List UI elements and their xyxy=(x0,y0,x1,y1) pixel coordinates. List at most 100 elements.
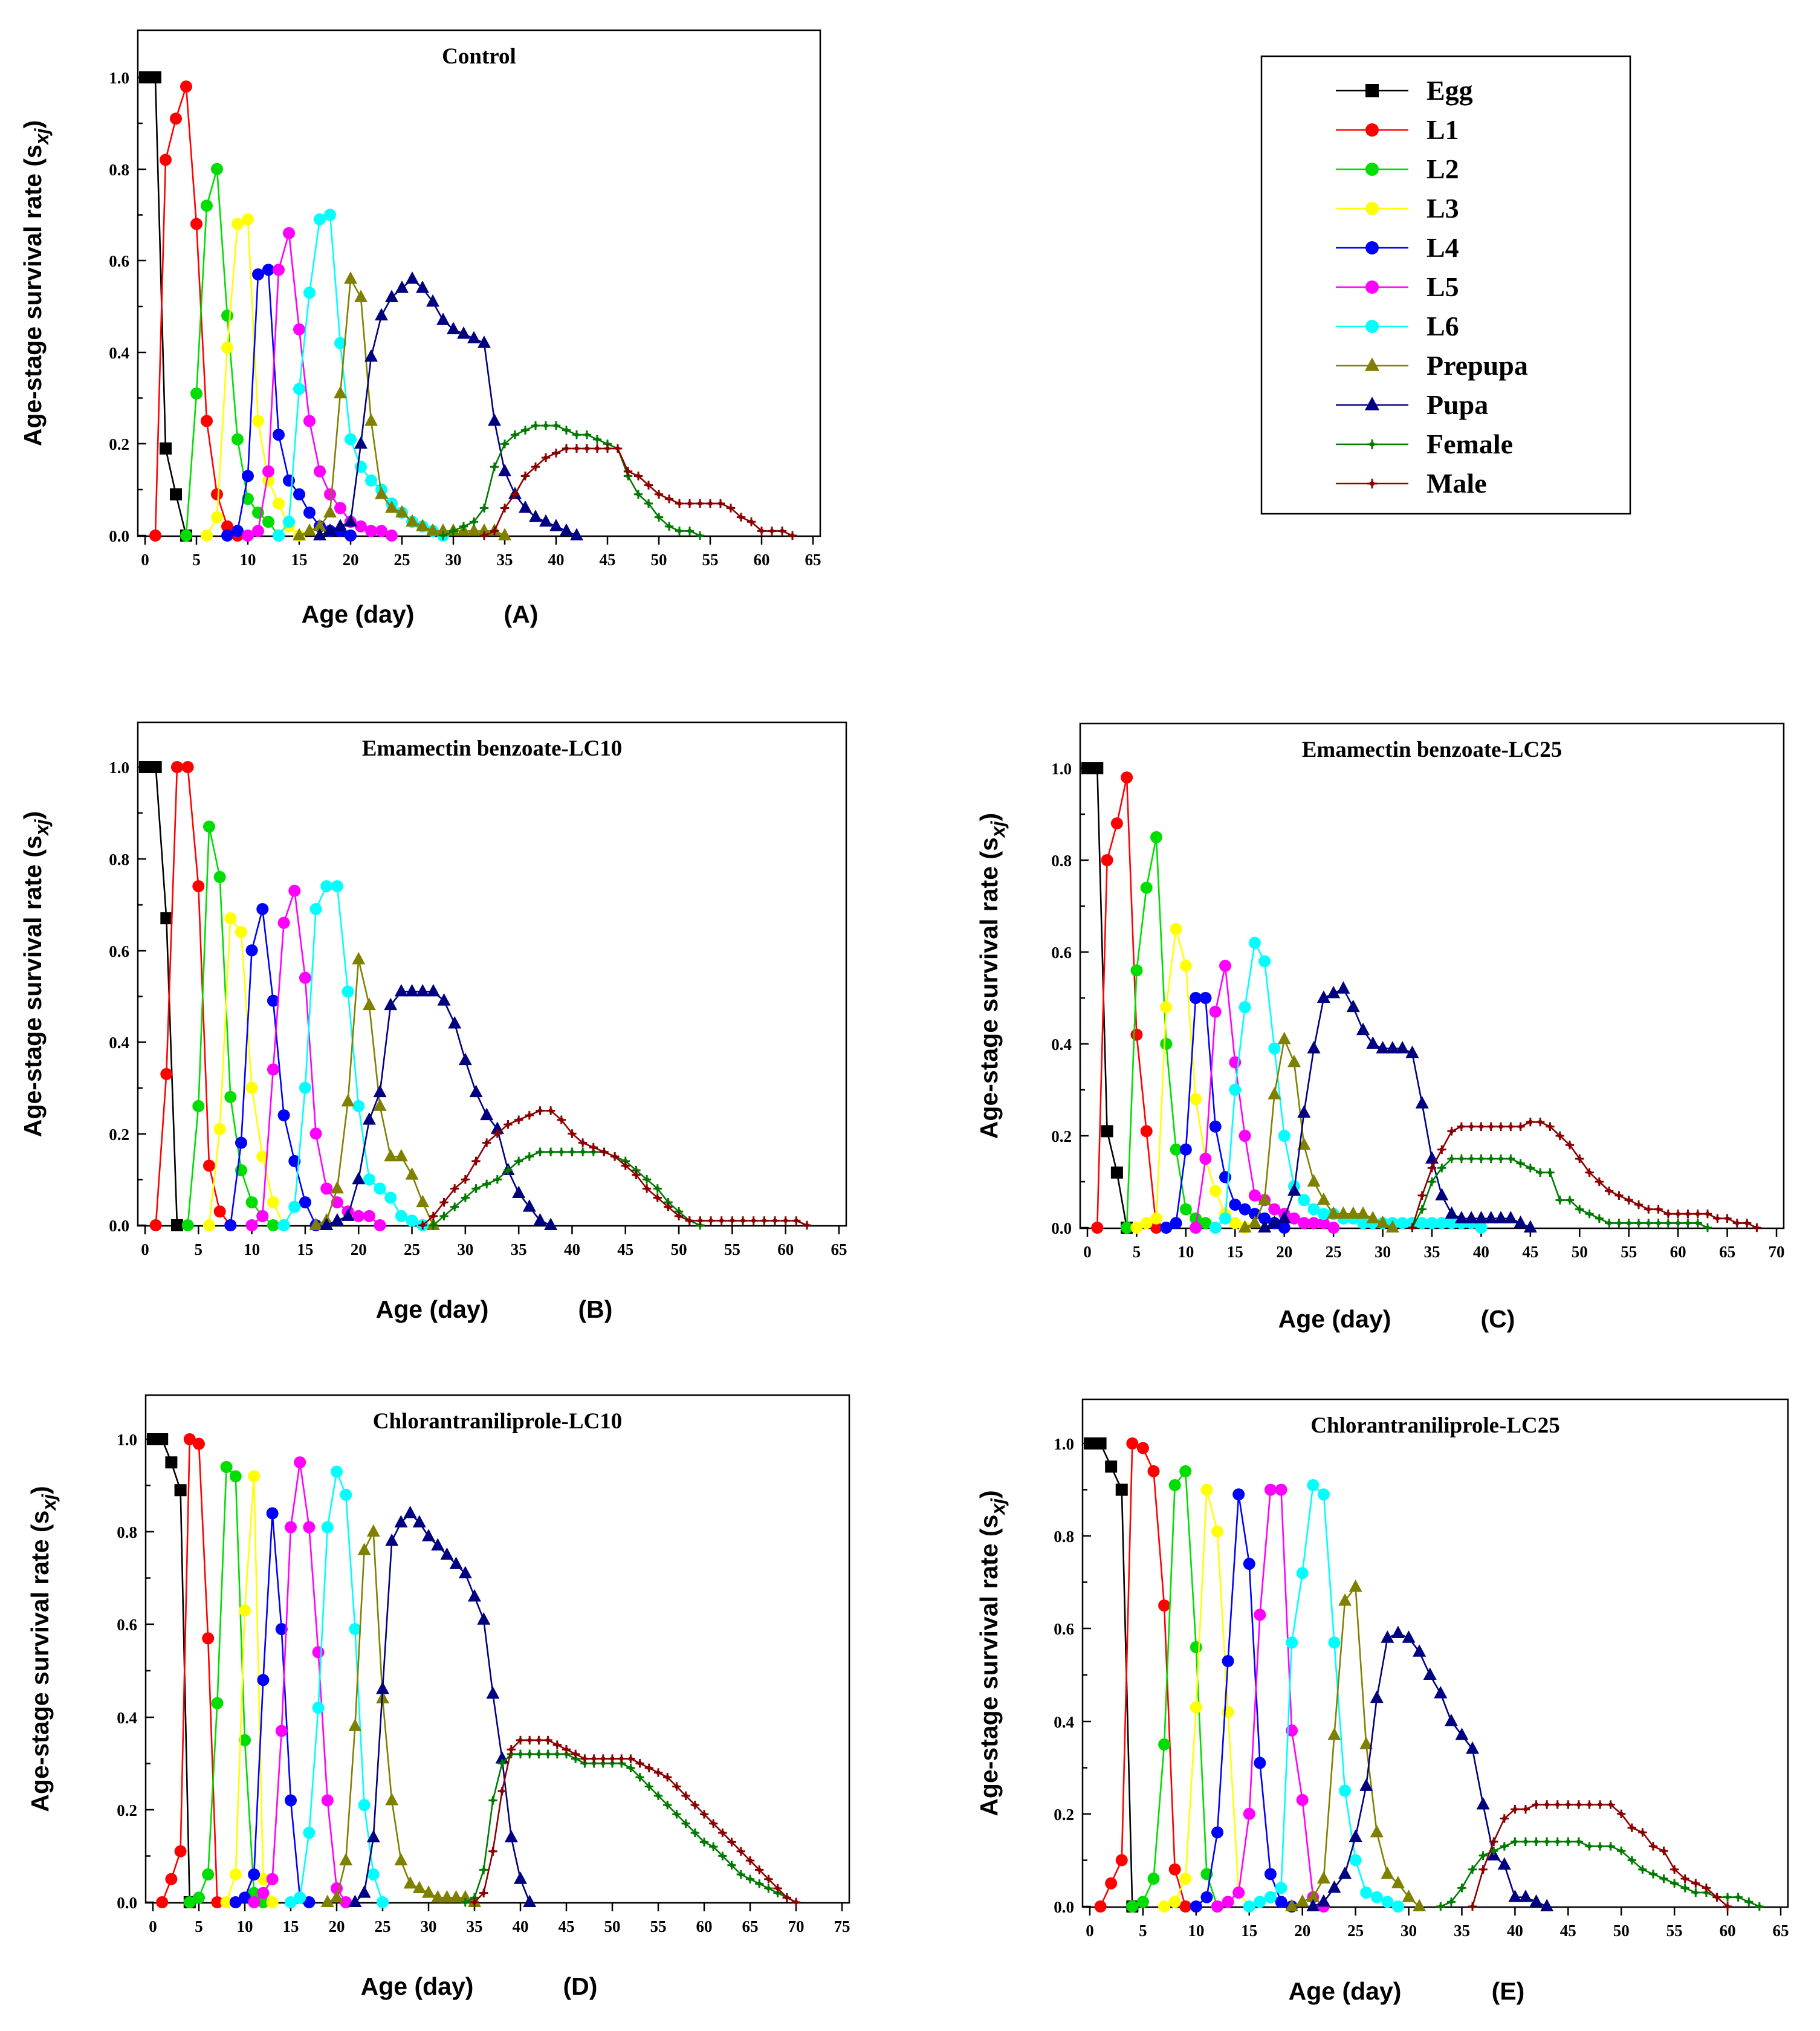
data-point xyxy=(248,1896,261,1908)
data-point xyxy=(477,1612,491,1625)
data-point xyxy=(1168,1863,1181,1876)
x-axis-label: Age (day) xyxy=(376,1295,489,1323)
y-tick-label: 1.0 xyxy=(117,1431,137,1449)
data-point xyxy=(224,1090,237,1103)
data-point-dot xyxy=(1640,1830,1645,1835)
data-point xyxy=(220,1460,233,1473)
data-point-dot xyxy=(492,528,497,534)
data-point-dot xyxy=(1491,1848,1496,1853)
data-point-dot xyxy=(730,1218,734,1223)
x-tick-label: 5 xyxy=(192,551,201,569)
data-point xyxy=(1209,1005,1222,1018)
data-point xyxy=(1126,1437,1139,1450)
data-point-dot xyxy=(573,1752,578,1757)
data-point-dot xyxy=(762,1218,766,1223)
data-point-dot xyxy=(693,1803,698,1807)
data-point-dot xyxy=(554,423,559,428)
data-point xyxy=(1268,1087,1281,1100)
x-tick-label: 20 xyxy=(1294,1922,1310,1940)
data-point xyxy=(533,1213,547,1226)
legend-label: Prepupa xyxy=(1427,350,1528,381)
series-prepupa xyxy=(320,1524,481,1907)
series-l4 xyxy=(221,264,357,542)
data-point xyxy=(299,1081,311,1094)
data-point xyxy=(385,500,398,513)
data-point-dot xyxy=(1577,1207,1582,1212)
data-point-dot xyxy=(1676,1211,1680,1216)
plot-frame xyxy=(137,29,821,537)
data-point-dot xyxy=(461,524,466,529)
x-tick-label: 15 xyxy=(291,551,308,569)
data-point-dot xyxy=(585,432,589,437)
series-line xyxy=(277,213,444,537)
data-point xyxy=(174,1845,187,1858)
data-point xyxy=(1101,854,1113,866)
data-point-dot xyxy=(766,1886,771,1891)
data-point xyxy=(192,1100,205,1112)
data-point xyxy=(257,1674,270,1686)
data-point-dot xyxy=(1430,1179,1434,1184)
series-l6 xyxy=(285,1465,389,1908)
data-point xyxy=(202,1159,215,1172)
series-line xyxy=(206,218,300,536)
data-point-dot xyxy=(509,1747,514,1752)
data-point xyxy=(1222,1706,1234,1718)
data-point xyxy=(386,530,398,542)
data-point xyxy=(1258,955,1271,968)
data-point xyxy=(1413,1899,1427,1911)
panel-label: (C) xyxy=(1481,1305,1515,1333)
data-point xyxy=(293,528,306,540)
data-point-dot xyxy=(471,519,476,524)
data-point xyxy=(1136,1896,1149,1908)
data-point xyxy=(262,465,274,478)
data-point-dot xyxy=(595,437,600,442)
data-point xyxy=(190,387,202,400)
data-point xyxy=(348,1718,362,1731)
data-point xyxy=(331,880,343,893)
data-point xyxy=(1248,1189,1261,1202)
x-tick-label: 25 xyxy=(375,1917,391,1935)
data-point xyxy=(1297,1137,1311,1150)
data-point xyxy=(405,983,419,997)
y-tick-label: 0.6 xyxy=(109,252,129,270)
data-point xyxy=(312,1646,325,1659)
series-l1 xyxy=(149,80,244,542)
data-point-dot xyxy=(633,1173,639,1177)
data-point xyxy=(1199,1153,1212,1165)
data-point xyxy=(283,516,295,528)
data-point-dot xyxy=(1587,1170,1592,1175)
data-point xyxy=(1209,1185,1222,1197)
data-point-dot xyxy=(559,1118,564,1122)
data-point xyxy=(1229,1199,1242,1211)
data-point xyxy=(449,1890,463,1903)
data-point xyxy=(422,1529,435,1541)
x-tick-label: 0 xyxy=(141,551,149,569)
data-point xyxy=(1285,1899,1299,1911)
data-point xyxy=(211,511,223,523)
data-point xyxy=(1268,1042,1281,1055)
legend-item-prepupa: Prepupa xyxy=(1336,350,1528,381)
x-tick-label: 0 xyxy=(149,1917,157,1935)
y-tick-label: 0.0 xyxy=(109,527,129,545)
data-point xyxy=(523,1894,537,1907)
data-point-dot xyxy=(601,1761,606,1766)
series-line xyxy=(1087,767,1128,1228)
data-point xyxy=(267,1219,279,1231)
y-tick-label: 0.0 xyxy=(109,1217,129,1235)
y-tick-label: 0.6 xyxy=(1051,944,1072,962)
x-tick-label: 45 xyxy=(1560,1922,1576,1940)
data-point xyxy=(1239,1203,1251,1216)
data-point-dot xyxy=(482,533,487,538)
data-point-dot xyxy=(555,1742,560,1748)
data-point-dot xyxy=(1646,1207,1651,1212)
y-axis-label: Age-stage survival rate (sxj) xyxy=(19,811,53,1137)
data-point-dot xyxy=(431,1214,436,1219)
data-point xyxy=(1497,1857,1511,1870)
data-point-dot xyxy=(1567,1142,1572,1147)
data-point xyxy=(1523,1220,1537,1233)
data-point xyxy=(1179,1900,1192,1913)
legend-item-l3: L3 xyxy=(1336,193,1459,224)
x-tick-label: 20 xyxy=(329,1917,345,1935)
data-point xyxy=(1219,1212,1231,1225)
data-point xyxy=(262,264,274,276)
